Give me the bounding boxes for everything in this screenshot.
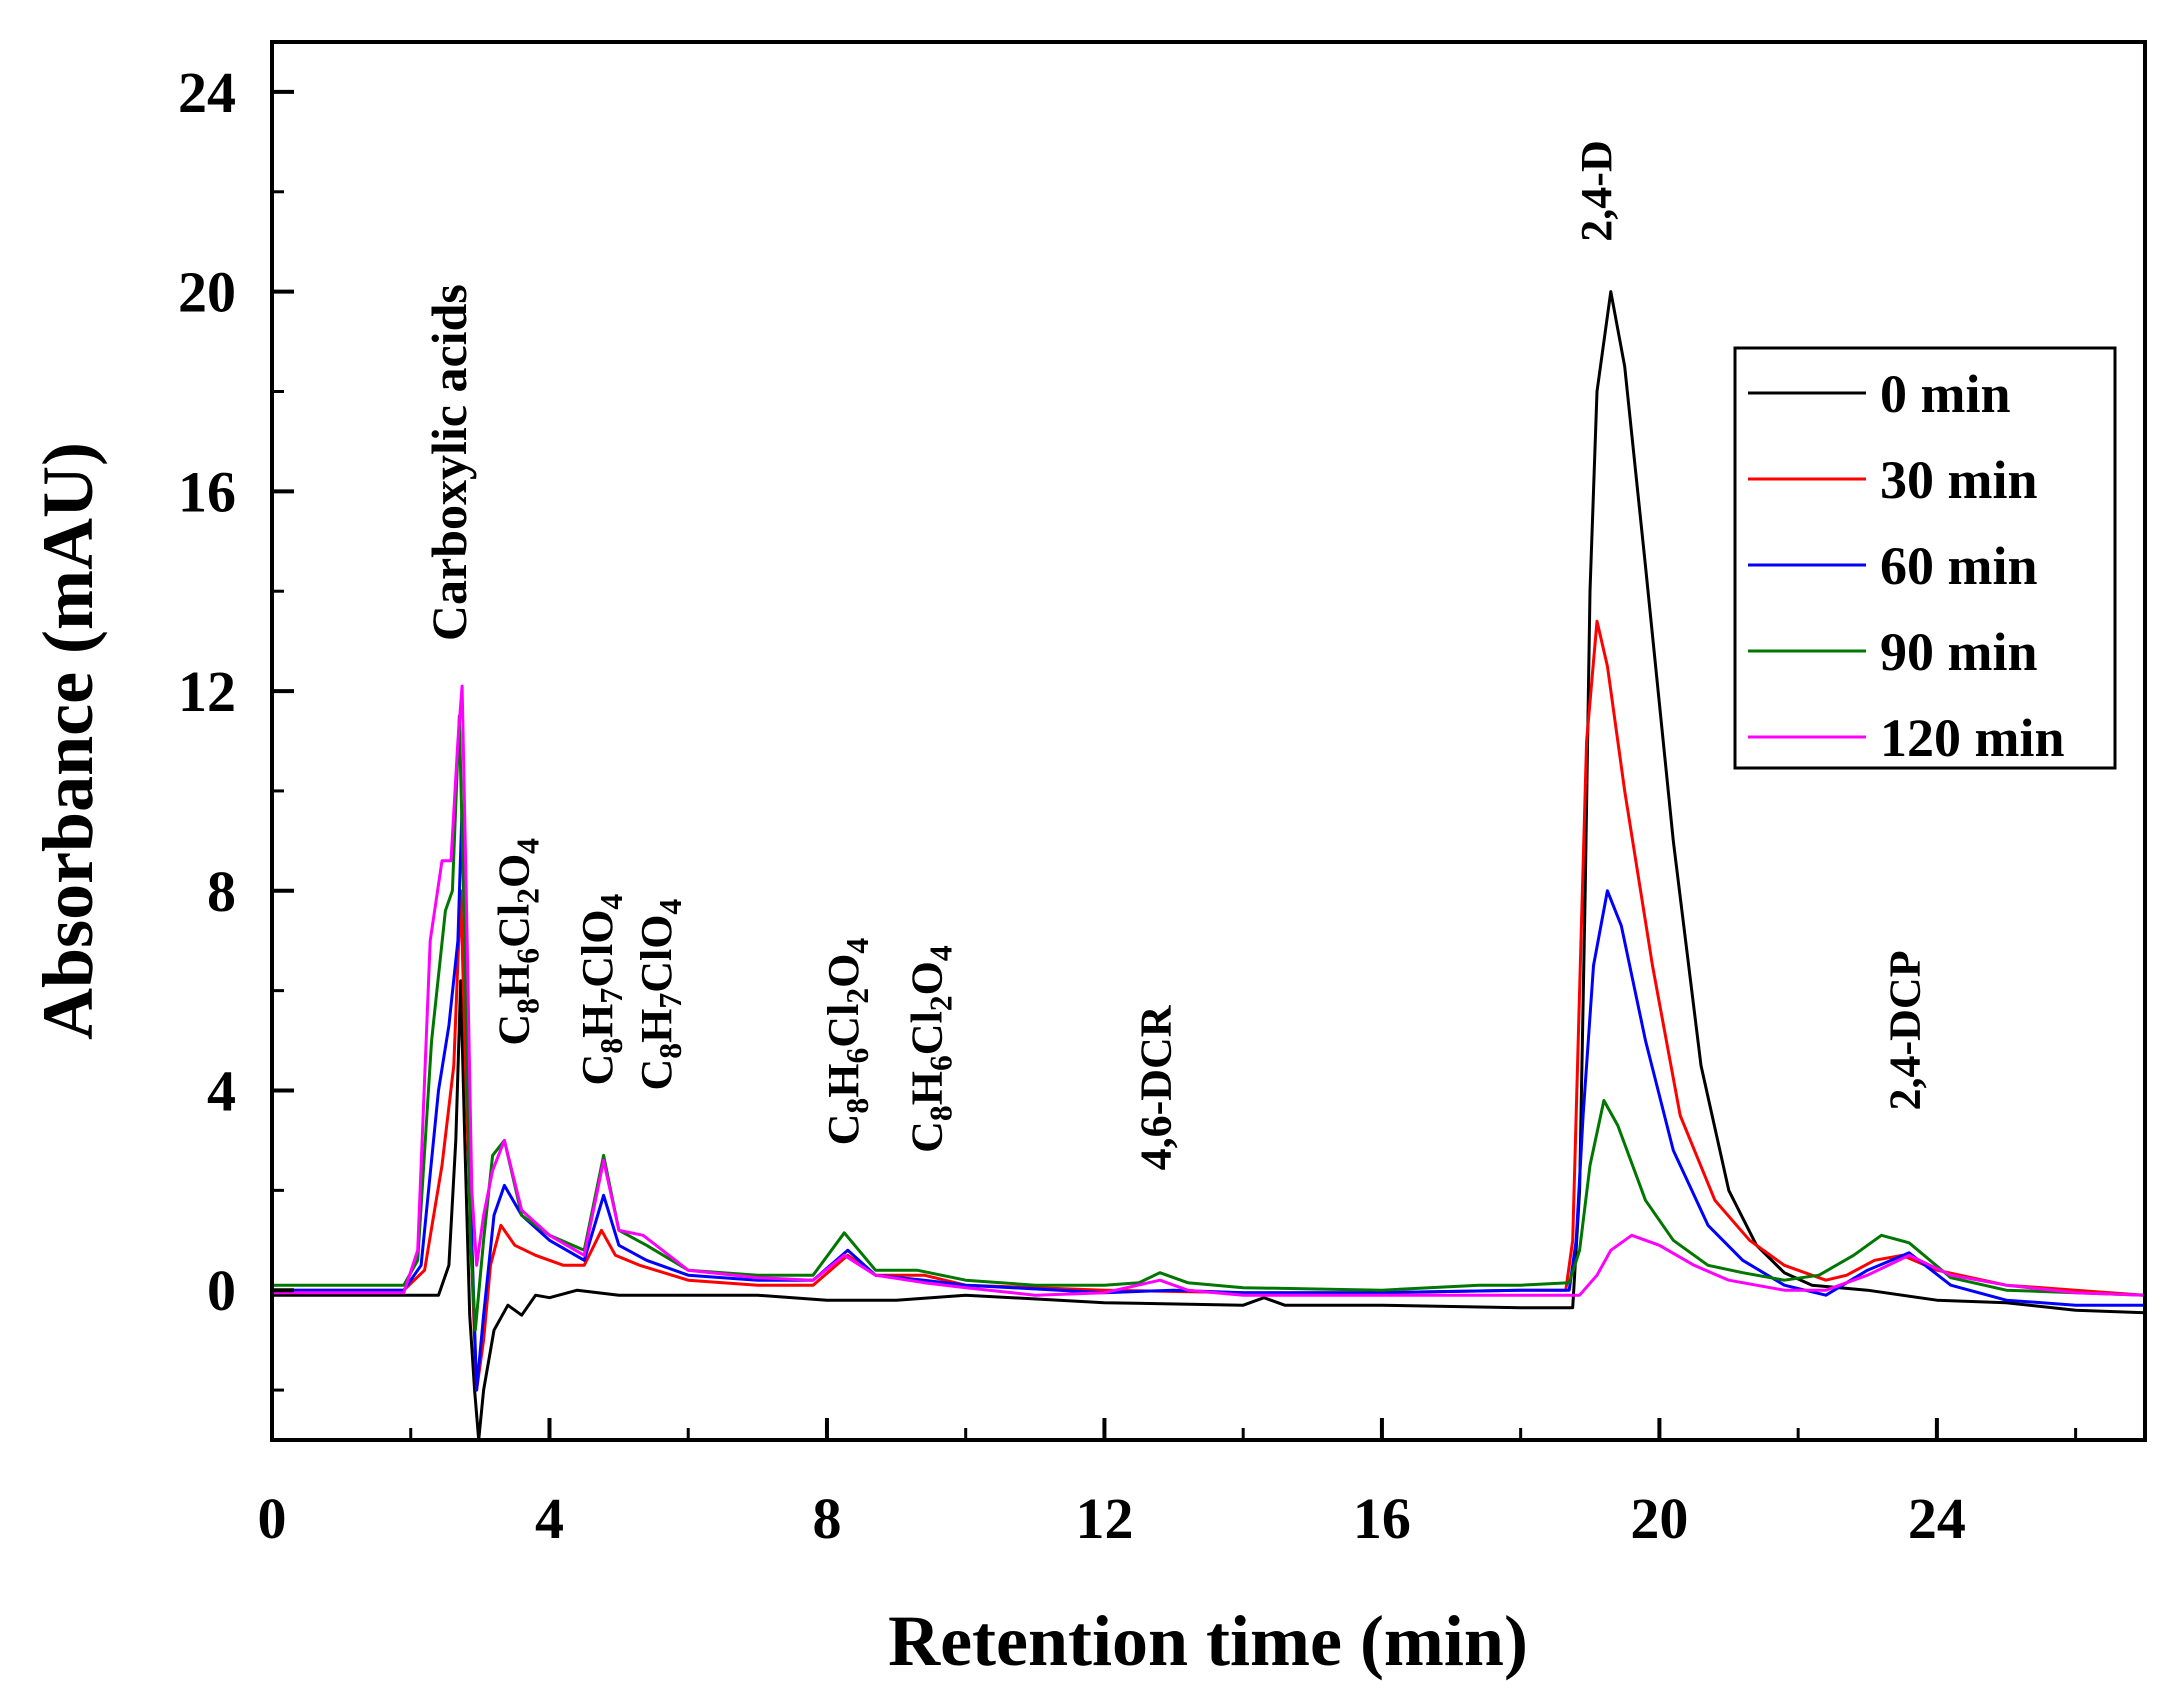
series-line-0 (272, 290, 2145, 1440)
y-axis-title: Absorbance (mAU) (28, 442, 108, 1040)
legend: 0 min 30 min 60 min 90 min 120 min (1733, 346, 2117, 770)
annotation-dcp: 2,4-DCP (1881, 950, 1930, 1110)
x-tick-label: 16 (1353, 1486, 1411, 1551)
y-tick-label: 16 (178, 459, 236, 524)
y-tick-label: 20 (178, 260, 236, 325)
x-tick-label: 4 (535, 1486, 564, 1551)
x-tick-label: 12 (1075, 1486, 1133, 1551)
series-line-4 (272, 684, 2145, 1297)
annotation-d24: 2,4-D (1572, 140, 1621, 241)
annotation-a2: C8H7ClO4 (573, 894, 629, 1086)
annotation-carboxylic: Carboxylic acids (421, 284, 477, 641)
peak-annotations: Carboxylic acids C8H6Cl2O4 C8H7ClO4C8H7ClO… (421, 140, 1929, 1170)
x-axis-title: Retention time (min) (888, 1601, 1528, 1681)
y-tick-label: 4 (207, 1059, 236, 1124)
x-tick-label: 24 (1908, 1486, 1966, 1551)
axes: 0 4 8 12 16 20 24 0 4 8 12 16 20 24 (178, 60, 2078, 1551)
legend-label: 30 min (1880, 450, 2038, 510)
y-tick-label: 8 (207, 859, 236, 924)
annotation-a4: C8H6Cl2O4 (819, 938, 875, 1146)
annotation-dcr: 4,6-DCR (1131, 1004, 1180, 1170)
legend-label: 120 min (1880, 708, 2065, 768)
annotation-a3: C8H7ClO4 (632, 899, 688, 1091)
legend-label: 90 min (1880, 622, 2038, 682)
legend-label: 60 min (1880, 536, 2038, 596)
x-tick-label: 0 (258, 1486, 287, 1551)
x-tick-label: 20 (1630, 1486, 1688, 1551)
series-line-3 (272, 714, 2145, 1332)
legend-label: 0 min (1880, 364, 2011, 424)
plot-frame (270, 40, 2147, 1442)
y-tick-label: 12 (178, 659, 236, 724)
annotation-a5: C8H6Cl2O4 (902, 945, 958, 1153)
annotation-a1: C8H6Cl2O4 (490, 838, 546, 1046)
legend-box (1733, 346, 2117, 770)
y-tick-label: 0 (207, 1258, 236, 1323)
y-tick-label: 24 (178, 60, 236, 125)
plot-area (272, 290, 2145, 1440)
x-tick-label: 8 (812, 1486, 841, 1551)
